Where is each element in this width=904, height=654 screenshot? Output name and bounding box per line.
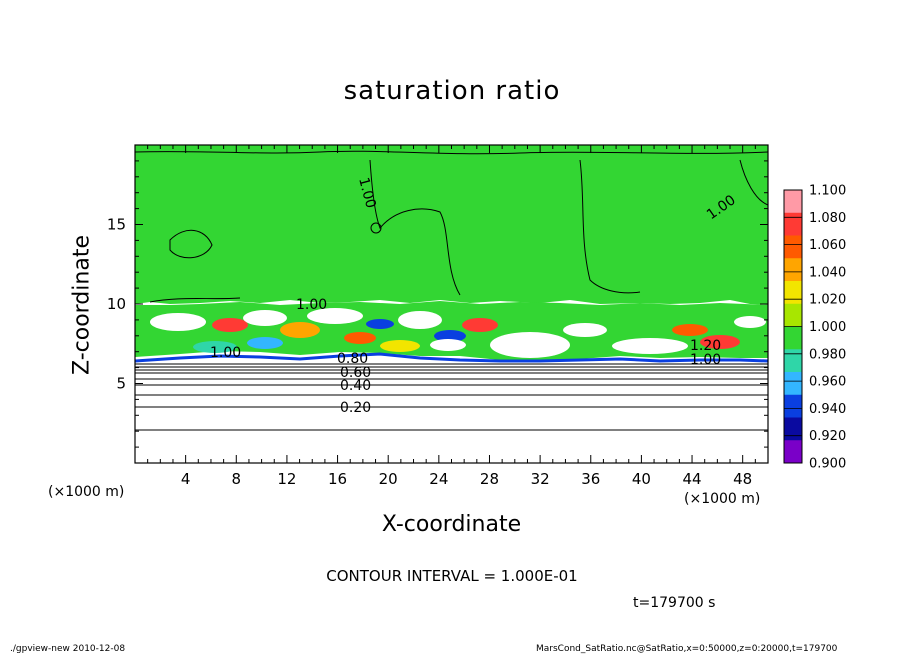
colorbar-label: 0.940 [809,402,846,417]
contour-label: 0.80 [337,351,368,367]
y-axis-unit: (×1000 m) [48,484,125,500]
footer-right: MarsCond_SatRatio.nc@SatRatio,x=0:50000,… [536,644,838,654]
y-tick-label: 10 [107,295,126,313]
colorbar-swatch [784,235,802,259]
colorbar-label: 0.960 [809,375,846,390]
colorbar: 1.100 1.080 1.060 1.040 1.020 1.000 0.980 0.960… [783,184,846,472]
x-tick-label: 8 [232,470,242,488]
plot-field [135,145,768,463]
colorbar-label: 1.020 [809,293,846,308]
footer-left: ./gpview-new 2010-12-08 [10,644,126,654]
x-tick-label: 12 [277,470,296,488]
y-axis-ticks: 5 10 15 [107,160,768,448]
colorbar-label: 1.080 [809,211,846,226]
colorbar-swatch [784,440,802,464]
colorbar-swatch [784,394,802,418]
contour-label: 0.40 [340,378,371,394]
colorbar-swatch [784,372,802,396]
colorbar-swatch [784,417,802,441]
contour-label: 0.60 [340,365,371,381]
x-tick-label: 40 [632,470,651,488]
contour-label: 1.20 [690,338,721,354]
contour-interval-text: CONTOUR INTERVAL = 1.000E-01 [326,567,578,585]
colorbar-swatch [784,212,802,236]
x-tick-label: 16 [328,470,347,488]
contour-label: 1.00 [690,352,721,368]
x-axis-ticks: 4 8 12 16 20 24 28 32 36 40 44 48 [147,145,756,488]
y-tick-label: 5 [116,375,126,393]
x-tick-label: 44 [682,470,701,488]
colorbar-label: 1.100 [809,184,846,199]
x-tick-label: 36 [581,470,600,488]
x-tick-label: 32 [531,470,550,488]
colorbar-label: 0.980 [809,347,846,362]
x-tick-label: 24 [429,470,448,488]
colorbar-label: 0.920 [809,429,846,444]
lower-contours [135,363,768,431]
contour-label: 0.20 [340,400,371,416]
colorbar-swatch [784,190,802,214]
y-tick-label: 15 [107,216,126,234]
x-tick-label: 20 [379,470,398,488]
colorbar-swatch [784,303,802,327]
x-tick-label: 4 [181,470,191,488]
contour-label: 1.00 [210,345,241,361]
colorbar-label: 1.040 [809,265,846,280]
y-axis-label: Z-coordinate [69,235,95,375]
cloud-base-band [135,352,768,363]
contour-label: 1.00 [296,297,327,313]
colorbar-label: 1.060 [809,238,846,253]
colorbar-label: 0.900 [809,457,846,472]
colorbar-swatch [784,349,802,373]
x-axis-unit: (×1000 m) [684,491,761,507]
colorbar-swatch [784,281,802,305]
colorbar-swatch [784,258,802,282]
x-axis-label: X-coordinate [381,512,522,537]
contour-label: 1.00 [355,176,379,210]
x-tick-label: 28 [480,470,499,488]
chart-title: saturation ratio [343,76,561,106]
time-label: t=179700 s [633,595,716,611]
cloud-patches [150,308,766,358]
colorbar-swatch [784,326,802,350]
colorbar-label: 1.000 [809,320,846,335]
x-tick-label: 48 [733,470,752,488]
saturated-region [135,145,768,305]
